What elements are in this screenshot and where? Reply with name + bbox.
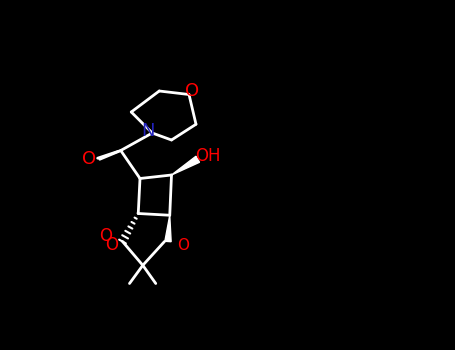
Text: O: O	[186, 82, 200, 100]
Text: O: O	[100, 227, 112, 245]
Polygon shape	[172, 156, 200, 175]
Text: O: O	[82, 150, 96, 168]
Text: O: O	[177, 238, 189, 252]
Text: O: O	[105, 236, 118, 254]
Polygon shape	[165, 215, 171, 242]
Text: OH: OH	[195, 147, 220, 165]
Text: N: N	[142, 122, 155, 140]
